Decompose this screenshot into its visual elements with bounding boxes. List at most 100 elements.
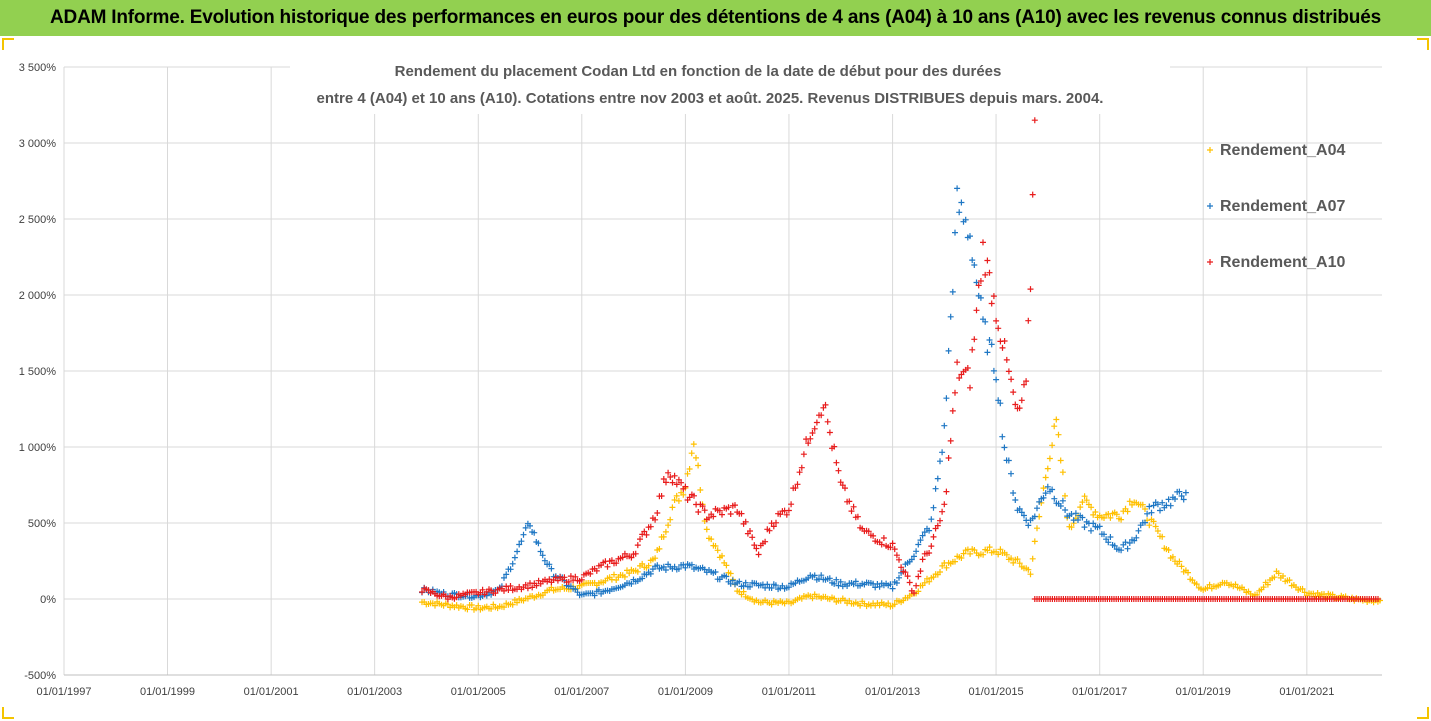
data-point <box>684 470 691 477</box>
data-point <box>678 479 685 486</box>
data-point <box>1036 498 1043 505</box>
data-point <box>1001 444 1008 451</box>
data-point <box>1075 517 1081 523</box>
data-point <box>444 601 451 608</box>
data-point <box>1286 577 1293 584</box>
data-point <box>1031 538 1038 545</box>
data-point <box>831 443 838 450</box>
data-point <box>1044 465 1051 472</box>
data-point <box>1072 510 1079 517</box>
data-point <box>1034 525 1040 532</box>
data-point <box>747 583 753 590</box>
data-point <box>885 600 892 607</box>
data-point <box>1260 584 1267 591</box>
data-point <box>1049 442 1056 449</box>
data-point <box>591 592 598 599</box>
y-tick-label: -500% <box>24 670 56 682</box>
data-point <box>503 571 510 578</box>
data-point <box>805 440 812 447</box>
data-point <box>878 541 885 548</box>
data-point <box>818 572 825 579</box>
data-point <box>1059 469 1066 476</box>
data-point <box>887 544 894 551</box>
data-point <box>1126 540 1133 546</box>
data-point <box>906 579 913 586</box>
data-point <box>667 474 674 480</box>
data-point <box>956 375 963 381</box>
data-point <box>854 513 861 520</box>
data-point <box>984 257 991 264</box>
data-point <box>723 573 730 580</box>
data-point <box>934 522 941 529</box>
data-point <box>848 508 855 515</box>
data-point <box>740 588 747 595</box>
data-point <box>604 563 611 570</box>
data-point <box>822 401 829 408</box>
data-point <box>941 422 948 429</box>
data-point <box>719 552 725 559</box>
data-point <box>686 466 693 472</box>
data-point <box>1169 553 1176 560</box>
data-point <box>613 560 620 567</box>
data-point <box>943 488 950 495</box>
data-point <box>1206 581 1213 588</box>
data-point <box>567 573 574 580</box>
data-point <box>1062 492 1068 499</box>
data-point <box>971 262 978 268</box>
data-point <box>1021 512 1027 519</box>
y-axis-ticks: -500% 0% 500% 1 000% 1 500% 2 000% 2 500% 3 000… <box>19 62 57 682</box>
data-point <box>1010 559 1017 566</box>
data-point <box>1031 117 1038 124</box>
data-point <box>688 450 695 457</box>
data-point <box>962 216 969 223</box>
data-point <box>833 459 840 466</box>
data-point <box>986 269 993 276</box>
data-point <box>764 581 771 588</box>
data-point <box>788 501 795 508</box>
data-point <box>561 574 568 581</box>
data-point <box>1271 574 1278 581</box>
data-point <box>1124 508 1131 515</box>
data-point <box>1005 457 1012 464</box>
data-point <box>488 605 495 612</box>
chart-title-line-2: entre 4 (A04) et 10 ans (A10). Cotations… <box>317 90 1104 107</box>
data-point <box>516 541 523 548</box>
data-point <box>663 479 669 486</box>
data-point <box>1113 511 1120 518</box>
data-point <box>1005 368 1012 375</box>
data-point <box>967 550 974 557</box>
data-point <box>662 528 669 535</box>
data-point <box>699 503 706 510</box>
chart-frame <box>0 36 1431 721</box>
data-point <box>928 516 935 523</box>
data-point <box>537 548 544 555</box>
data-point <box>639 560 646 567</box>
x-tick-label: 01/01/2013 <box>865 686 920 698</box>
data-point <box>732 502 738 509</box>
data-point <box>898 564 905 571</box>
data-point <box>1142 519 1148 526</box>
data-point <box>941 501 948 508</box>
data-point <box>1044 483 1051 490</box>
data-point <box>682 483 689 490</box>
data-point <box>675 565 682 572</box>
data-point <box>444 596 451 603</box>
data-point <box>796 469 803 476</box>
data-point <box>1057 503 1064 509</box>
data-point <box>984 547 991 554</box>
data-point <box>835 467 842 474</box>
data-point <box>1016 505 1023 512</box>
data-point <box>1118 547 1125 554</box>
data-point <box>768 601 775 608</box>
data-point <box>956 209 963 216</box>
data-point <box>952 389 958 396</box>
data-point <box>1152 523 1159 530</box>
data-point <box>706 514 712 521</box>
data-point <box>949 288 956 295</box>
data-point <box>501 587 507 594</box>
data-point <box>1182 489 1189 496</box>
y-tick-label: 1 500% <box>19 366 57 378</box>
data-point <box>548 565 555 572</box>
data-point <box>1142 506 1148 512</box>
data-point <box>1083 497 1090 504</box>
